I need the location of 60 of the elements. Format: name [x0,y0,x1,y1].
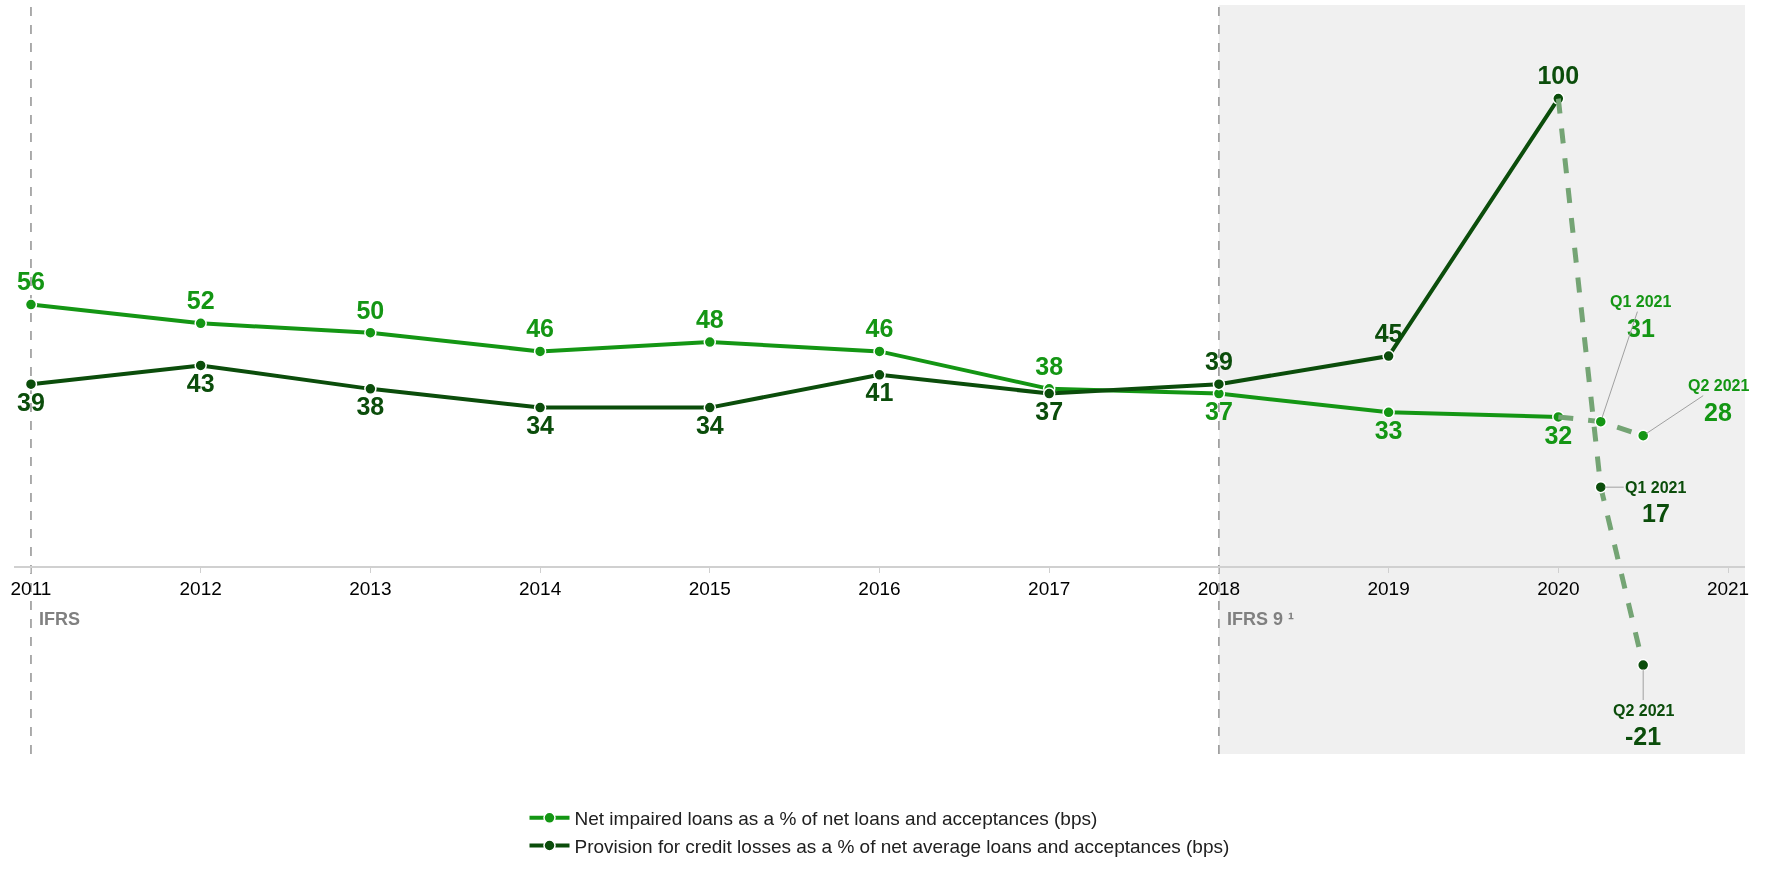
data-label: 39 [1205,347,1233,376]
data-label: 52 [186,286,215,315]
legend-label: Provision for credit losses as a % of net average loans and acceptances (bps) [574,835,1230,857]
annotation: Q1 2021 [1625,479,1687,496]
x-tick-label: 2018 [1197,578,1241,600]
x-tick-label: 2020 [1537,578,1580,600]
x-tick-label: 2021 [1706,578,1750,600]
data-label: 56 [17,267,45,296]
data-label: 38 [356,392,385,421]
point [24,377,38,391]
point [1382,349,1395,363]
data-label: 50 [356,295,385,324]
x-tick-label: 2019 [1367,578,1410,600]
data-label: 46 [526,314,554,343]
point [24,298,38,311]
point [703,335,717,349]
x-tick-label: 2015 [688,578,731,600]
point [533,401,547,414]
data-label: 46 [865,314,894,343]
data-label: 37 [1205,397,1233,426]
x-tick-label: 2014 [518,578,562,600]
point [703,401,717,414]
ref-line-label: IFRS [39,609,81,629]
point [533,345,547,358]
data-label: 43 [186,369,215,398]
point [1594,480,1607,494]
annotation: Q1 2021 [1610,293,1672,310]
point [1636,429,1650,442]
data-label: 37 [1035,397,1064,426]
point [1636,658,1650,672]
data-label: 17 [1642,499,1670,527]
x-tick-label: 2011 [10,578,52,600]
data-label: 32 [1544,420,1573,449]
data-label: 39 [17,387,45,416]
data-label: 33 [1374,415,1403,444]
point [1042,387,1056,400]
data-label: -21 [1625,722,1662,750]
point [873,368,886,382]
legend-label: Net impaired loans as a % of net loans and acceptances (bps) [574,808,1098,830]
point [1594,415,1607,428]
x-tick-label: 2016 [858,578,901,600]
data-label: 31 [1627,314,1655,342]
point [1382,406,1395,419]
point [873,345,886,358]
data-label: 48 [695,304,724,333]
data-label: 34 [695,411,724,440]
annotation: Q2 2021 [1613,702,1675,719]
point [364,382,377,396]
x-tick-label: 2013 [349,578,392,600]
x-tick-label: 2012 [179,578,222,600]
data-label: 34 [526,411,555,440]
point [1212,377,1226,391]
data-label: 38 [1035,351,1064,380]
data-label: 28 [1704,398,1732,426]
data-label: 100 [1537,61,1580,90]
annotation: Q2 2021 [1688,377,1750,394]
data-label: 41 [865,378,894,407]
ref-line-label: IFRS 9 ¹ [1227,609,1295,629]
x-tick-label: 2017 [1028,578,1071,600]
point [194,359,207,372]
